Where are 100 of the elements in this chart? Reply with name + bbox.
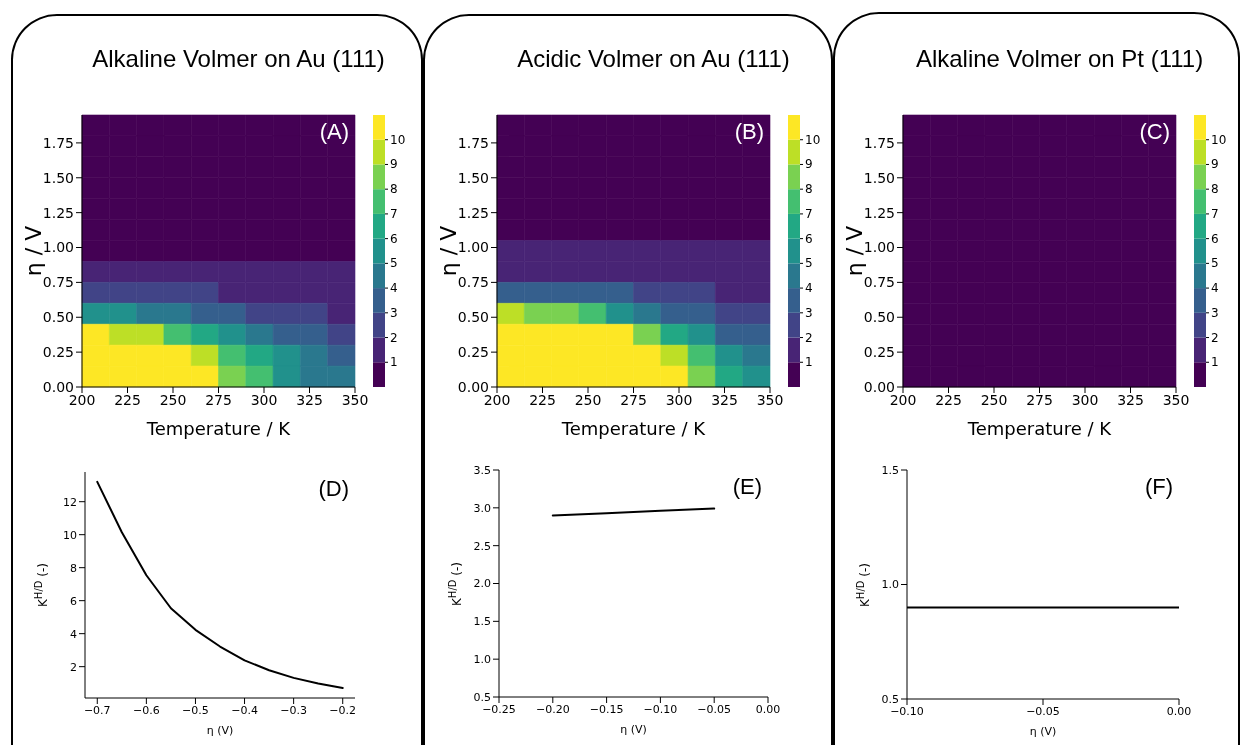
color-bar-label: 5 [1211,256,1219,271]
line-series [551,507,716,517]
x-axis-title: Temperature / K [966,418,1113,439]
annotation: (A) [319,119,349,145]
color-bar-label: 4 [390,281,398,296]
y-tick-label: 1.75 [42,134,74,151]
color-bar-label: 3 [805,305,813,320]
y-tick-label: 0.50 [42,309,74,326]
y-tick-label: 3.0 [473,501,491,515]
x-tick-label: 225 [935,391,962,408]
y-tick-label: 3.5 [473,463,491,477]
color-bar-label: 1 [390,355,398,370]
x-axis-title: Temperature / K [560,418,707,439]
x-tick-label: −0.7 [83,703,111,717]
y-tick-label: 0.25 [42,344,74,361]
y-tick-label: 2 [70,660,77,674]
x-tick-label: 275 [1026,391,1053,408]
y-tick-label: 0.25 [863,344,895,361]
y-tick-label: 0.75 [457,274,489,291]
y-tick-label: 1.5 [473,615,491,629]
color-bar-label: 8 [805,182,813,197]
color-bar-label: 5 [805,256,813,271]
x-tick-label: 350 [756,391,784,408]
x-tick-label: 250 [574,391,602,408]
x-tick-label: −0.5 [182,703,209,717]
x-tick-label: −0.05 [697,702,732,716]
y-tick-label: 12 [63,495,77,509]
y-tick-label: 0.75 [863,274,895,291]
y-tick-label: 2.5 [473,539,491,553]
color-bar-label: 4 [1211,281,1219,296]
color-bar-label: 7 [1211,206,1219,221]
color-bar-label: 5 [390,256,398,271]
x-tick-label: 300 [250,391,278,408]
y-tick-label: 2.0 [473,577,491,591]
color-bar-label: 1 [1211,355,1219,370]
color-bar-label: 8 [1211,182,1219,197]
color-bar-label: 7 [805,206,813,221]
x-tick-label: −0.6 [133,703,160,717]
color-bar-label: 9 [390,157,398,172]
color-bar-label: 4 [805,281,813,296]
y-tick-label: 1.75 [457,134,489,151]
y-tick-label: 1.50 [457,169,489,186]
color-bar-label: 8 [390,182,398,197]
color-bar-label: 2 [805,330,813,345]
y-tick-label: 0.5 [881,692,899,706]
x-axis-title: η (V) [620,723,647,736]
x-tick-label: 325 [711,391,738,408]
color-bar-label: 2 [1211,330,1219,345]
color-bar-label: 6 [1211,231,1219,246]
y-tick-label: 0.5 [473,690,491,704]
annotation: (C) [1139,119,1170,145]
y-tick-label: 1.25 [42,204,74,221]
color-bar-label: 6 [805,231,813,246]
y-tick-label: 1.25 [863,204,895,221]
y-tick-label: 1.00 [42,239,74,256]
x-tick-label: 350 [341,391,369,408]
x-tick-label: 300 [1071,391,1099,408]
y-tick-label: 1.25 [457,204,489,221]
annotation: (F) [1144,474,1173,500]
x-tick-label: 250 [159,391,187,408]
y-tick-label: 1.50 [863,169,895,186]
y-tick-label: 6 [70,594,77,608]
x-tick-label: −0.05 [1026,704,1060,718]
color-bar-label: 7 [390,206,398,221]
annotation: (E) [732,474,762,500]
color-bar-label: 2 [390,330,398,345]
y-tick-label: 1.00 [863,239,895,256]
x-axis-title: η (V) [206,724,234,737]
x-tick-label: −0.15 [589,702,624,716]
x-tick-label: 300 [665,391,693,408]
x-tick-label: 325 [296,391,323,408]
chart-title: Acidic Volmer on Au (111) [516,45,791,73]
y-tick-label: 1.0 [881,578,899,592]
annotation: (D) [318,476,349,502]
x-tick-label: −0.3 [280,703,307,717]
x-tick-label: 325 [1117,391,1144,408]
x-tick-label: −0.2 [329,703,357,717]
x-axis-title: Temperature / K [145,418,292,439]
y-tick-label: 1.0 [473,653,491,667]
y-tick-label: 0.50 [457,309,489,326]
color-bar-label: 10 [1211,132,1227,147]
color-bar-label: 3 [1211,305,1219,320]
color-bar-label: 1 [805,355,813,370]
color-bar-label: 9 [805,157,813,172]
y-tick-label: 1.50 [42,169,74,186]
x-tick-label: 225 [114,391,141,408]
y-tick-label: 1.75 [863,134,895,151]
x-tick-label: −0.10 [643,702,678,716]
y-tick-label: 10 [63,528,77,542]
annotation: (B) [734,119,764,145]
y-tick-label: 0.75 [42,274,74,291]
x-tick-label: 275 [205,391,232,408]
x-tick-label: −0.4 [231,703,258,717]
x-tick-label: 275 [620,391,647,408]
color-bar-label: 9 [1211,157,1219,172]
x-tick-label: 350 [1162,391,1190,408]
y-tick-label: 0.25 [457,344,489,361]
y-tick-label: 0.50 [863,309,895,326]
x-tick-label: −0.20 [535,702,570,716]
x-tick-label: 225 [529,391,556,408]
